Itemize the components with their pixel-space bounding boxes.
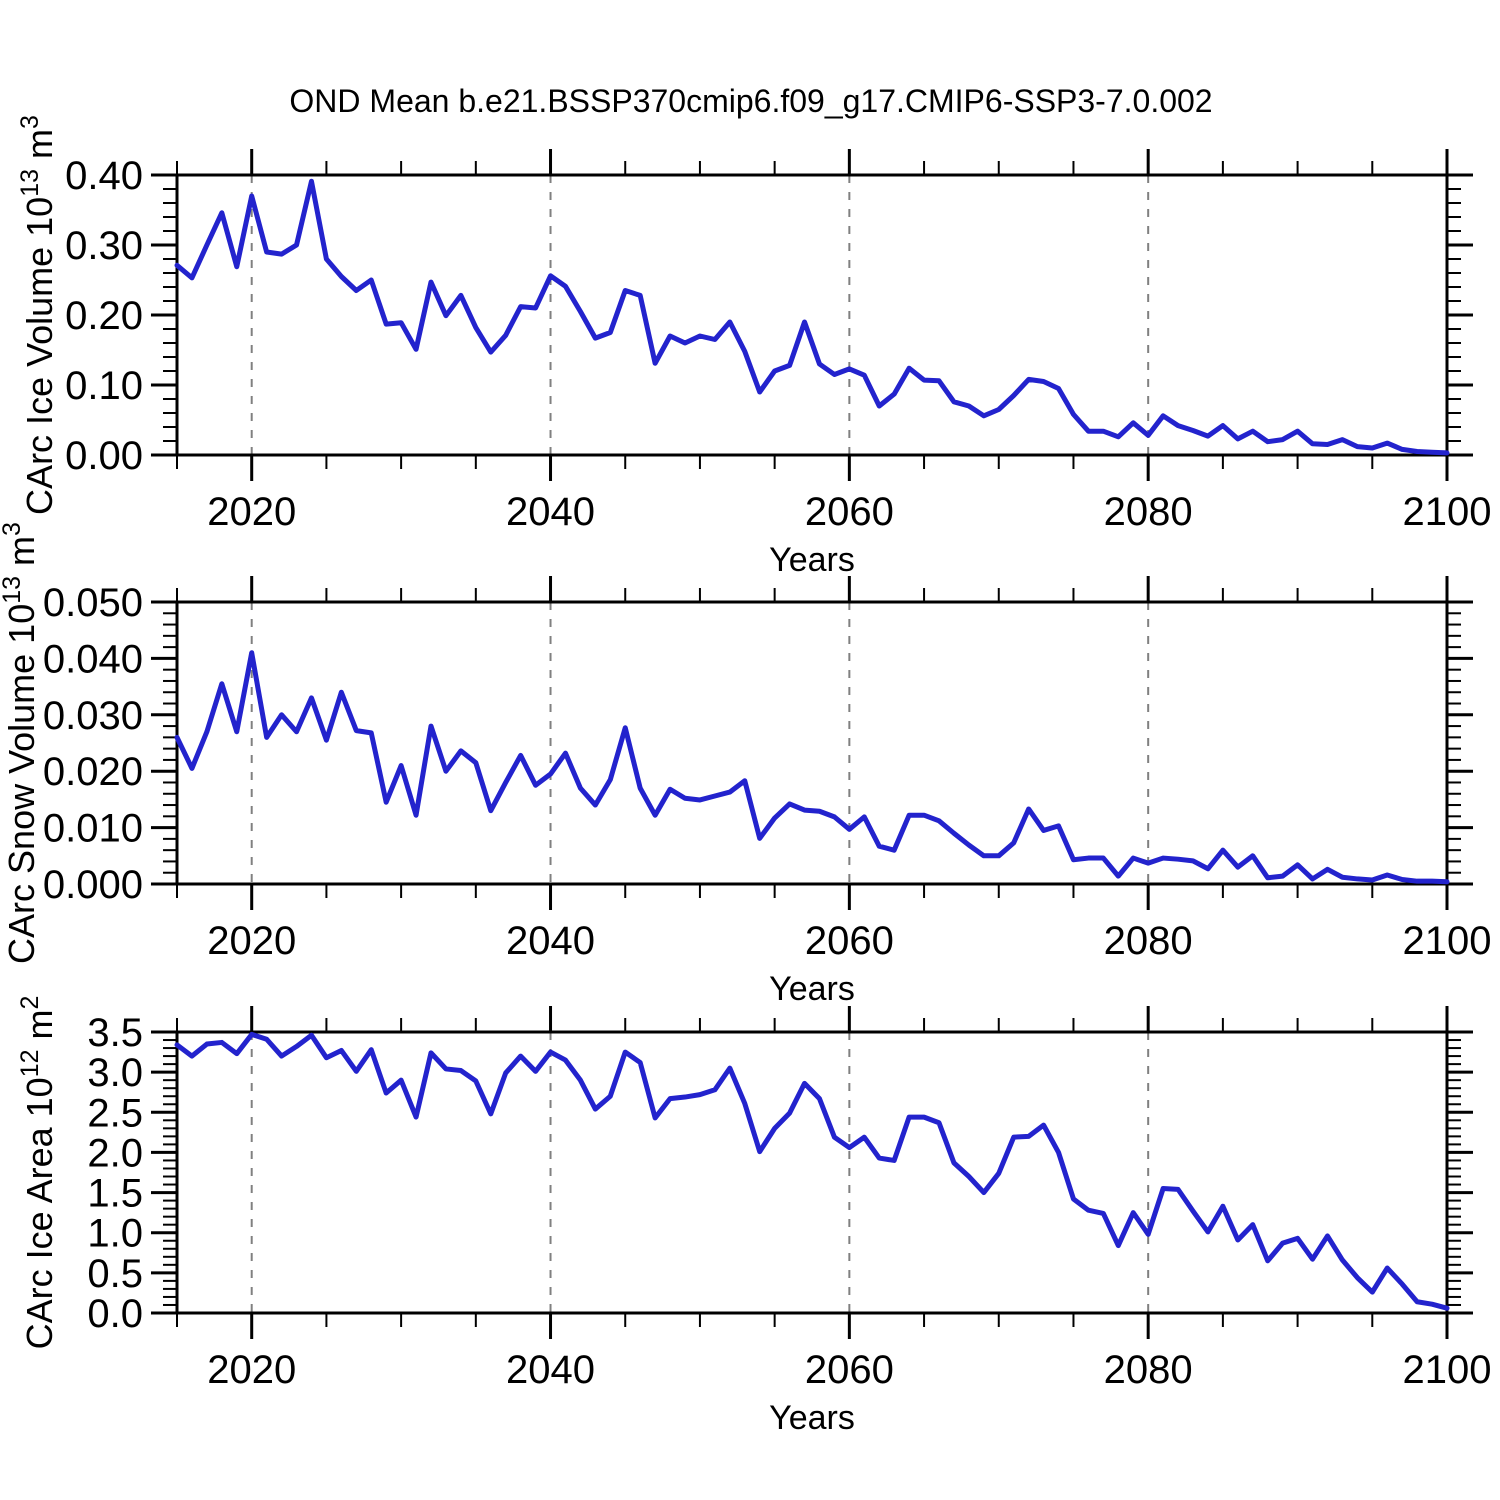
y-tick-label: 1.0 — [87, 1212, 143, 1256]
y-tick-label: 1.5 — [87, 1172, 143, 1216]
x-tick-label: 2100 — [1403, 490, 1492, 534]
chart-2: 2020 2040 2060 2080 21000.00.51.01.52.02.53.… — [16, 996, 1491, 1437]
x-tick-label: 2020 — [207, 1348, 296, 1392]
y-tick-label: 0.30 — [65, 224, 143, 268]
plot-frame — [175, 1030, 1449, 1315]
plot-frame — [175, 600, 1449, 886]
y-tick-label: 0.5 — [87, 1252, 143, 1296]
y-tick-label: 3.5 — [87, 1011, 143, 1055]
y-tick-label: 0.10 — [65, 364, 143, 408]
x-tick-label: 2040 — [506, 1348, 595, 1392]
y-tick-label: 0.20 — [65, 294, 143, 338]
x-axis-title: Years — [769, 1399, 855, 1437]
x-tick-label: 2100 — [1403, 919, 1492, 963]
y-axis-title-unit: m — [1, 536, 42, 576]
y-axis-title: CArc Ice Volume 1013 m3 — [16, 115, 60, 515]
x-tick-label: 2080 — [1104, 1348, 1193, 1392]
line-series — [174, 178, 1450, 456]
y-axis-title: CArc Snow Volume 1013 m3 — [0, 522, 42, 964]
x-tick-label: 2040 — [506, 490, 595, 534]
x-axis-title: Years — [769, 541, 855, 579]
y-tick-label: 0.00 — [65, 434, 143, 478]
chart-1: 2020 2040 2060 2080 2100 0.000 0.010 0.020 0.030… — [0, 522, 1491, 1008]
y-axis-title-base: CArc Snow Volume 10 — [1, 604, 42, 964]
y-axis-title-unit-exponent: 2 — [16, 996, 44, 1010]
y-axis-title: CArc Ice Area 1012 m2 — [16, 996, 60, 1350]
line-series — [174, 650, 1450, 885]
y-axis-title-unit-exponent: 3 — [16, 115, 44, 129]
chart-0: 2020 2040 2060 2080 2100 0.00 0.10 0.20 0.30 0.40… — [16, 115, 1491, 579]
x-tick-label: 2040 — [506, 919, 595, 963]
x-tick-label: 2060 — [805, 490, 894, 534]
y-axis-title-base: CArc Ice Area 10 — [19, 1077, 60, 1349]
y-tick-label: 0.000 — [43, 863, 143, 907]
y-tick-label: 2.5 — [87, 1091, 143, 1135]
y-axis-title-exponent: 12 — [16, 1049, 44, 1077]
y-axis-title-unit: m — [19, 1009, 60, 1049]
line-series — [174, 1031, 1450, 1311]
y-axis-title-unit: m — [19, 129, 60, 169]
y-tick-label: 0.010 — [43, 807, 143, 851]
y-axis-title-exponent: 13 — [0, 576, 26, 604]
x-tick-label: 2100 — [1403, 1348, 1492, 1392]
x-tick-label: 2080 — [1104, 490, 1193, 534]
y-axis-title-base: CArc Ice Volume 10 — [19, 197, 60, 515]
y-tick-label: 0.030 — [43, 694, 143, 738]
y-axis-title-exponent: 13 — [16, 169, 44, 197]
x-tick-label: 2020 — [207, 490, 296, 534]
y-tick-label: 0.040 — [43, 637, 143, 681]
y-tick-label: 0.0 — [87, 1292, 143, 1336]
y-tick-label: 3.0 — [87, 1051, 143, 1095]
x-tick-label: 2060 — [805, 1348, 894, 1392]
y-tick-label: 0.050 — [43, 581, 143, 625]
x-tick-label: 2060 — [805, 919, 894, 963]
x-axis-title: Years — [769, 970, 855, 1008]
x-tick-label: 2020 — [207, 919, 296, 963]
figure-title: OND Mean b.e21.BSSP370cmip6.f09_g17.CMIP… — [289, 83, 1212, 119]
x-tick-label: 2080 — [1104, 919, 1193, 963]
plot-frame — [175, 173, 1449, 457]
y-tick-label: 0.020 — [43, 750, 143, 794]
y-tick-label: 0.40 — [65, 154, 143, 198]
y-tick-label: 2.0 — [87, 1131, 143, 1175]
y-axis-title-unit-exponent: 3 — [0, 522, 26, 536]
